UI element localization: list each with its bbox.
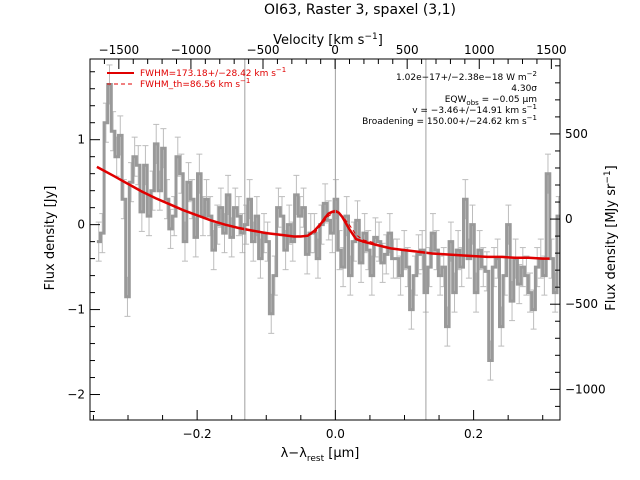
fit-line	[96, 165, 550, 260]
y-tick-label: 0	[77, 218, 85, 232]
plot-frame	[89, 58, 561, 421]
y-tick-label: 1	[77, 133, 85, 147]
y2-tick-label: 500	[565, 127, 588, 141]
fit-annotation: EQWobs = −0.05 μm	[445, 95, 537, 107]
top-axis-title: Velocity [km s−1]	[273, 32, 383, 48]
fit-annotation: v = −3.46+/−14.91 km s−1	[412, 103, 537, 116]
x-tick-label: −0.2	[183, 427, 212, 441]
y-tick-label: −2	[67, 388, 85, 402]
x2-tick-label: 500	[396, 43, 419, 57]
x-tick-label: 0.2	[464, 427, 483, 441]
x2-tick-label: −1500	[99, 43, 140, 57]
legend-label: FWHM_th=86.56 km s−1	[140, 77, 250, 90]
spectrum-line	[96, 83, 560, 362]
x2-tick-label: −500	[247, 43, 280, 57]
y-tick-label: −1	[67, 303, 85, 317]
y2-axis-title: Flux density [MJy sr−1]	[603, 165, 619, 310]
legend-label: FWHM=173.18+/−28.42 km s−1	[140, 66, 286, 79]
x-axis-title: λ−λrest [μm]	[281, 446, 360, 464]
x2-tick-label: 1500	[536, 43, 567, 57]
x2-tick-label: 1000	[464, 43, 495, 57]
fit-annotation: 4.30σ	[511, 84, 537, 94]
x2-tick-label: 0	[331, 43, 339, 57]
fit-annotation: Broadening = 150.00+/−24.62 km s−1	[362, 114, 537, 127]
chart-title: OI63, Raster 3, spaxel (3,1)	[264, 2, 456, 18]
y2-tick-label: 0	[565, 212, 573, 226]
y2-tick-label: −500	[565, 297, 598, 311]
y-axis-title: Flux density [Jy]	[43, 186, 58, 291]
x-tick-label: 0.0	[326, 427, 345, 441]
fit-annotation: 1.02e−17+/−2.38e−18 W m−2	[396, 70, 537, 83]
y2-tick-label: −1000	[565, 382, 606, 396]
x2-tick-label: −1000	[171, 43, 212, 57]
